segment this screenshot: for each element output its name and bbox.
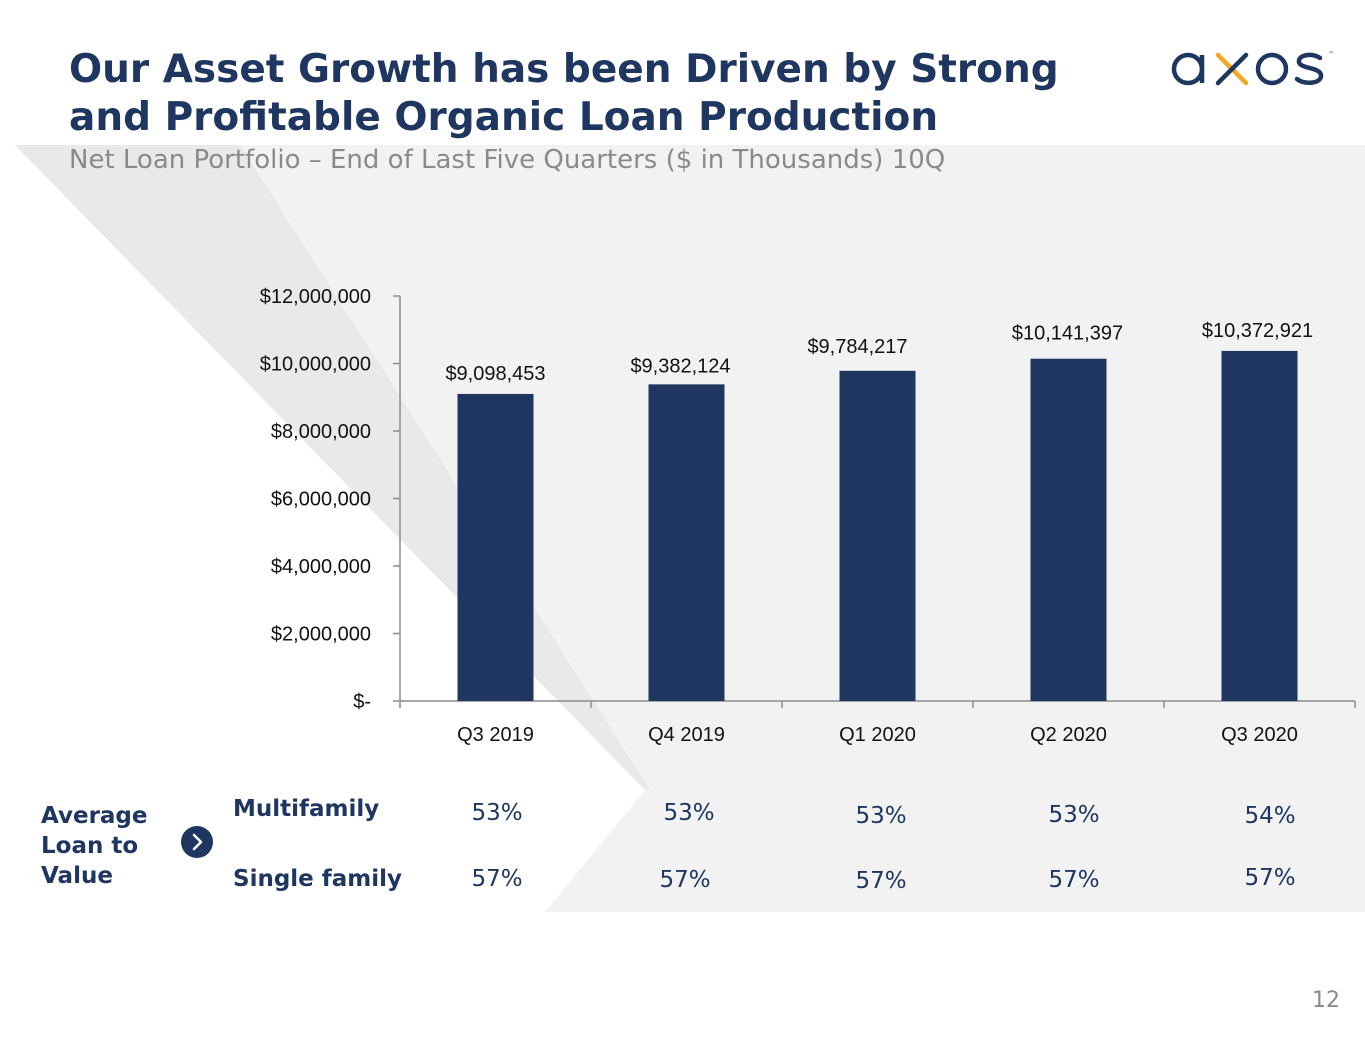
x-category-label: Q1 2020 [839,724,916,746]
bar [1030,358,1107,701]
trademark-mark: ™ [1328,51,1334,58]
bar-data-label: $10,141,397 [1012,323,1123,345]
ltv-heading: Average Loan to Value [41,803,148,889]
ltv-cell: 57% [1244,865,1296,891]
x-category-label: Q3 2020 [1221,724,1298,746]
ltv-row-label-single-family: Single family [233,866,403,892]
ltv-cell: 53% [1048,802,1100,828]
bar-data-label: $9,098,453 [445,363,545,385]
ltv-cell: 57% [471,866,523,892]
y-tick-label: $4,000,000 [271,556,371,578]
y-tick-label: $- [353,691,371,713]
y-tick-label: $2,000,000 [271,624,371,646]
bar-data-label: $9,784,217 [807,336,907,358]
ltv-cell: 54% [1244,803,1296,829]
chevron-right-icon [181,826,213,858]
y-tick-label: $8,000,000 [271,421,371,443]
bar-data-label: $9,382,124 [630,355,730,377]
bar [648,384,725,701]
ltv-cell: 57% [855,868,907,894]
bar [1221,350,1298,701]
y-tick-label: $12,000,000 [260,286,371,308]
bar [457,393,534,701]
axos-logo: ™ [1171,51,1334,86]
bar-data-label: $10,372,921 [1202,320,1313,342]
y-tick-label: $6,000,000 [271,489,371,511]
x-category-label: Q3 2019 [457,724,534,746]
x-category-label: Q4 2019 [648,724,725,746]
ltv-cell: 53% [855,803,907,829]
ltv-cell: 53% [663,800,715,826]
ltv-cell: 57% [659,867,711,893]
page-number: 12 [1312,988,1340,1013]
ltv-cell: 53% [471,800,523,826]
chart-subtitle: Net Loan Portfolio – End of Last Five Qu… [69,145,946,175]
ltv-cell: 57% [1048,867,1100,893]
y-tick-label: $10,000,000 [260,354,371,376]
ltv-row-label-multifamily: Multifamily [233,796,380,822]
page-title: Our Asset Growth has been Driven by Stro… [69,47,1059,140]
x-category-label: Q2 2020 [1030,724,1107,746]
bar [839,370,916,701]
